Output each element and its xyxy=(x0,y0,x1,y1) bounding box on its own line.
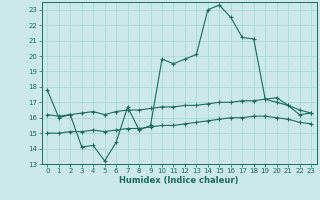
X-axis label: Humidex (Indice chaleur): Humidex (Indice chaleur) xyxy=(119,176,239,185)
